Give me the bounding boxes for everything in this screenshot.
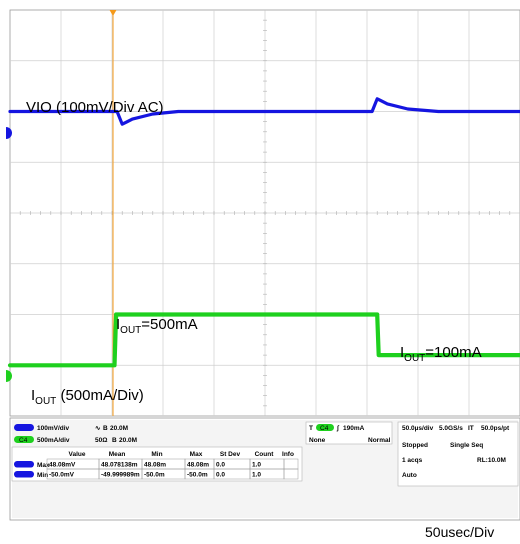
measurement-header: Mean [109,451,126,458]
plot-grid [9,9,520,417]
trigger-position-marker [109,10,117,16]
ch2-badge-tag: C4 [19,437,28,444]
ch1-coupling-icon: ∿ [95,425,101,432]
measurement-header: Value [69,451,86,458]
resolution: 50.0ps/pt [481,425,510,432]
interpolation-mode: IT [468,425,474,432]
ch1-bandwidth: 20.0M [110,425,128,432]
iout-500ma-annotation: IOUT=500mA [116,316,198,336]
trigger-mode: Normal [368,437,391,444]
measurement-header: Info [282,451,294,458]
ch1-badge[interactable] [14,424,34,431]
ch1-offset-marker [6,127,12,139]
measurement-value: -50.0m [144,472,165,479]
measurement-source-badge[interactable] [14,461,34,468]
timebase: 50.0µs/div [402,425,434,432]
measurement-value: 48.08mV [49,462,76,469]
measurement-value: 1.0 [252,462,261,469]
measurement-value: 48.08m [144,462,166,469]
measurement-header: Count [255,451,275,458]
trigger-source-label: None [309,437,326,444]
iout-100ma-annotation: IOUT=100mA [400,344,482,364]
measurement-label: Min [37,472,48,479]
measurement-value: 48.078138m [101,462,138,469]
ch2-bandwidth: 20.0M [119,437,137,444]
measurement-cell [283,468,299,480]
acq-mode: Auto [402,472,417,479]
sample-rate: 5.0GS/s [439,425,463,432]
measurement-header: Max [190,451,203,458]
measurement-value: 0.0 [216,472,225,479]
measurement-panel [11,446,303,482]
measurement-source-badge[interactable] [14,471,34,478]
trigger-marker: T [309,425,313,432]
measurement-value: 0.0 [216,462,225,469]
time-per-div-label: 50usec/Div [425,524,494,540]
measurement-header: St Dev [220,451,241,458]
ch1-scale: 100mV/div [37,425,70,432]
iout-trace [7,312,520,368]
measurement-value: -50.0mV [49,472,75,479]
trigger-source: C4 [320,425,329,432]
measurement-label: Max [37,462,50,469]
measurement-value: 1.0 [252,472,261,479]
acq-state: Stopped [402,442,428,449]
info-panel: 100mV/div ∿ B 20.0M C4 500mA/div 50Ω B 2… [9,417,520,521]
iout-scale-label: IOUT (500mA/Div) [31,387,144,407]
measurement-value: -50.0m [187,472,208,479]
ch2-impedance: 50Ω [95,437,107,444]
measurement-value: 48.08m [187,462,209,469]
measurement-value: -49.999989m [101,472,140,479]
trigger-level: 190mA [343,425,365,432]
acq-count: 1 acqs [402,457,423,464]
acq-seq: Single Seq [450,442,483,449]
ch2-scale: 500mA/div [37,437,70,444]
measurement-header: Min [151,451,162,458]
waveform-traces [7,97,520,368]
ch1-bandwidth-icon: B [103,425,108,432]
trigger-slope-icon: ∫ [336,425,340,432]
vio-label: VIO (100mV/Div AC) [26,99,164,116]
ch2-bandwidth-icon: B [112,437,117,444]
ch2-badge[interactable] [14,436,34,443]
ch2-offset-marker [6,370,12,382]
vio-trace [8,97,520,126]
record-length: RL:10.0M [477,457,506,464]
trigger-source-badge[interactable] [316,424,334,431]
